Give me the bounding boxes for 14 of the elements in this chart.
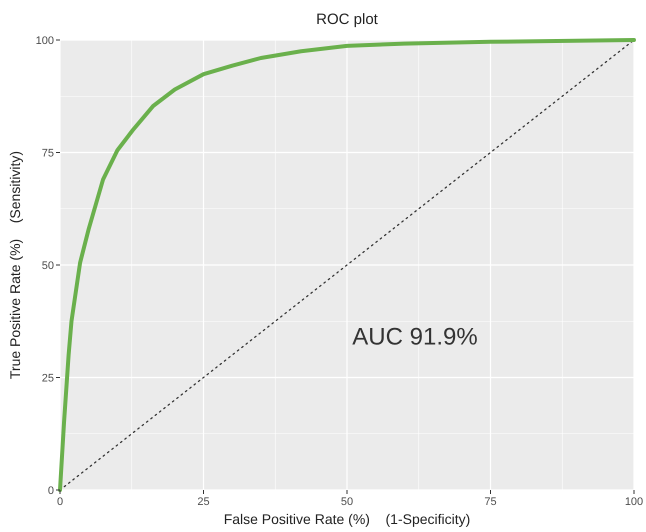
annotation: AUC 91.9%	[352, 324, 478, 350]
x-tick-label: 50	[340, 496, 354, 508]
x-tick-label: 0	[56, 496, 64, 508]
y-tick-label: 50	[42, 260, 54, 272]
chart-title: ROC plot	[316, 11, 379, 28]
y-tick-label: 25	[42, 372, 54, 384]
y-tick-label: 75	[42, 148, 54, 160]
x-axis-title: False Positive Rate (%) (1-Specificity)	[224, 511, 470, 527]
x-tick-label: 25	[197, 496, 210, 508]
y-axis-title: True Positive Rate (%) (Sensitivity)	[7, 150, 23, 380]
x-tick-label: 75	[484, 496, 497, 508]
y-tick-label: 100	[36, 35, 54, 47]
y-tick-label: 0	[48, 485, 54, 497]
x-tick-label: 100	[624, 496, 644, 508]
